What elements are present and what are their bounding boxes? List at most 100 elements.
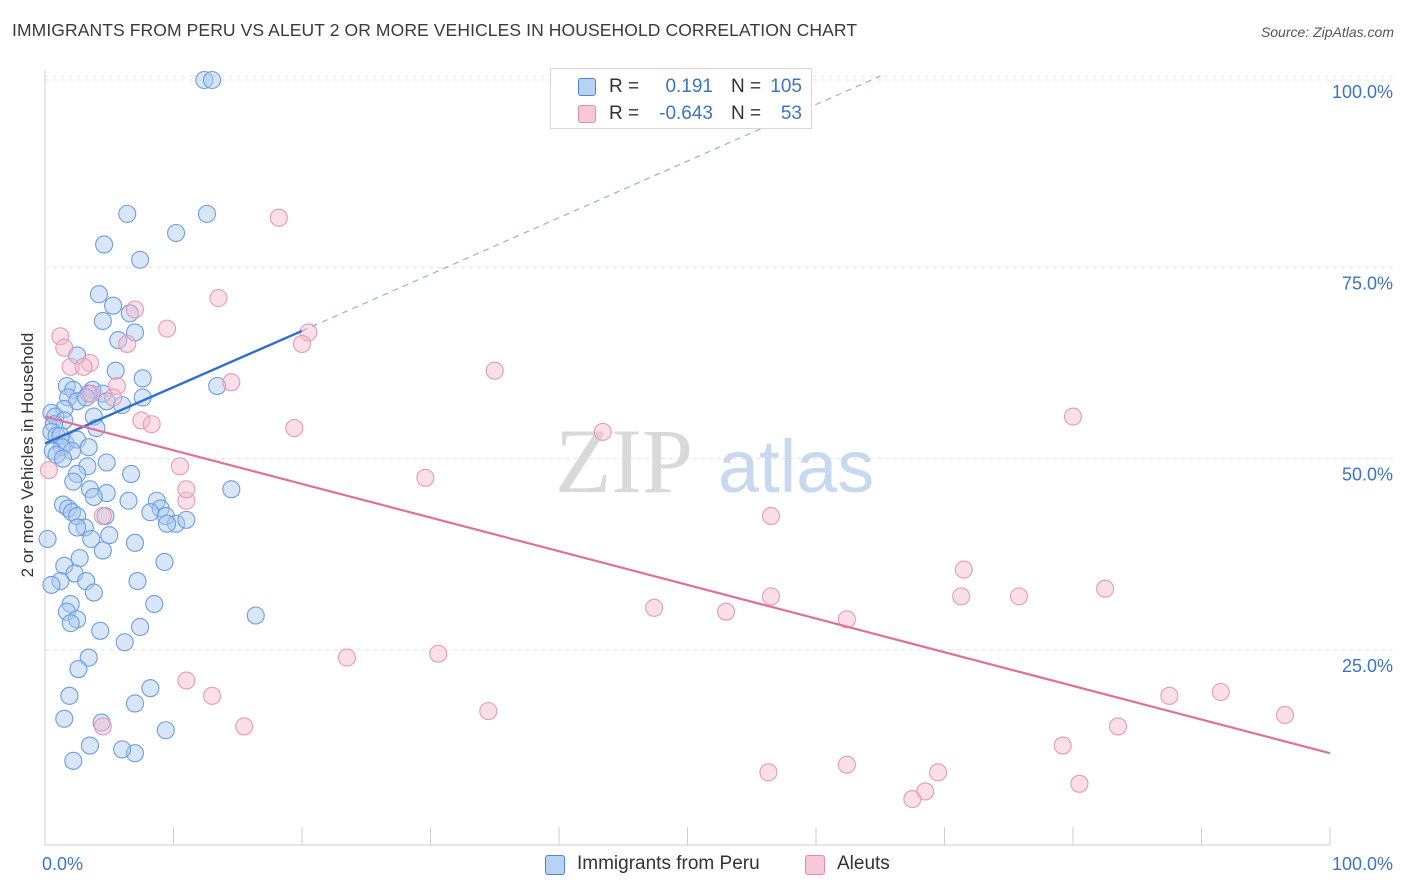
x-tick-labels: 0.0% 100.0% [42,854,1393,874]
point-aleuts-47 [1108,717,1128,736]
point-aleuts-37 [337,648,357,667]
n-label: N = [731,76,762,97]
peru-n-value: 105 [770,76,802,97]
trend-lines [44,75,1331,755]
point-aleuts-36 [837,610,856,629]
gridlines [45,75,1395,651]
aleuts-r-value: -0.643 [659,103,713,124]
point-aleuts-6 [118,334,137,353]
point-aleuts-54 [1070,774,1089,793]
point-peru-50 [64,472,83,491]
point-aleuts-49 [837,755,856,774]
point-aleuts-33 [1009,587,1029,606]
point-peru-12 [109,331,128,350]
aleuts-n-value: 53 [780,103,802,124]
point-aleuts-11 [485,361,504,380]
peru-swatch [578,78,596,96]
y-tick-label-25: 25.0% [1342,656,1393,676]
point-aleuts-27 [93,506,112,526]
trend-aleuts [44,415,1331,755]
point-aleuts-41 [479,702,498,721]
point-peru-78 [155,552,174,572]
point-aleuts-38 [429,644,448,663]
point-peru-94 [69,659,88,679]
chart-title: IMMIGRANTS FROM PERU VS ALEUT 2 OR MORE … [12,20,858,40]
point-aleuts-8 [292,334,312,353]
point-peru-72 [125,533,144,552]
point-aleuts-39 [177,671,196,690]
point-peru-10 [93,311,112,331]
point-aleuts-32 [952,587,971,606]
point-aleuts-18 [142,415,161,434]
aleuts-legend-swatch [805,855,825,875]
point-aleuts-26 [39,461,58,480]
point-aleuts-51 [759,763,778,782]
point-peru-82 [128,572,147,591]
r-label: R = [609,76,640,97]
point-aleuts-21 [593,422,612,441]
point-peru-70 [68,518,87,537]
point-peru-55 [119,491,138,510]
point-peru-4 [167,223,186,243]
point-peru-91 [115,633,134,652]
y-tick-label-100: 100.0% [1332,82,1393,102]
peru-legend-label: Immigrants from Peru [577,853,760,874]
peru-legend-swatch [545,855,565,875]
point-peru-101 [64,751,83,770]
point-peru-2 [118,204,137,223]
x-tick-label-100: 100.0% [1332,854,1393,874]
point-peru-71 [38,529,57,549]
point-aleuts-16 [104,388,123,407]
point-peru-69 [158,514,177,533]
point-peru-65 [75,518,94,537]
point-peru-6 [131,250,150,269]
point-peru-87 [145,594,164,614]
point-aleuts-10 [61,357,80,376]
point-aleuts-25 [177,480,196,499]
point-aleuts-5 [51,327,70,346]
point-aleuts-45 [1211,682,1230,702]
point-peru-104 [156,721,175,740]
point-peru-68 [177,510,196,529]
point-peru-93 [79,648,98,667]
point-aleuts-17 [132,411,151,430]
point-peru-103 [113,740,132,759]
point-peru-49 [122,464,141,484]
point-aleuts-31 [761,587,781,606]
point-aleuts-50 [929,763,948,782]
watermark: ZIP atlas [555,410,874,512]
point-aleuts-15 [82,384,101,403]
point-peru-8 [104,296,123,315]
point-peru-45 [53,449,73,468]
series-legend: Immigrants from Peru Aleuts [0,852,1406,878]
point-aleuts-2 [125,300,144,319]
point-peru-15 [133,369,152,388]
aleuts-legend-label: Aleuts [837,853,890,874]
point-aleuts-29 [954,560,973,579]
point-aleuts-23 [416,468,435,487]
point-aleuts-13 [222,373,241,392]
point-peru-96 [60,686,79,705]
point-peru-14 [106,361,125,380]
point-peru-95 [141,679,160,698]
point-aleuts-43 [235,717,254,736]
point-aleuts-40 [203,686,222,705]
source-label: Source: ZipAtlas.com [1260,24,1394,40]
series-aleuts [39,208,1295,809]
y-tick-labels: 25.0% 50.0% 75.0% 100.0% [1332,82,1393,676]
r-label: R = [609,103,640,124]
point-aleuts-7 [55,338,74,357]
axes [44,70,1331,846]
point-peru-41 [79,438,98,457]
point-aleuts-44 [1160,686,1179,705]
y-tick-label-50: 50.0% [1342,465,1393,485]
point-peru-64 [156,506,175,526]
point-peru-0 [195,70,214,90]
point-aleuts-46 [1275,705,1295,725]
point-aleuts-53 [903,790,922,809]
stats-legend-row-peru: R = 0.191 N = 105 [551,74,811,100]
point-peru-1 [203,70,222,90]
point-peru-66 [100,526,119,545]
point-aleuts-12 [74,357,93,376]
